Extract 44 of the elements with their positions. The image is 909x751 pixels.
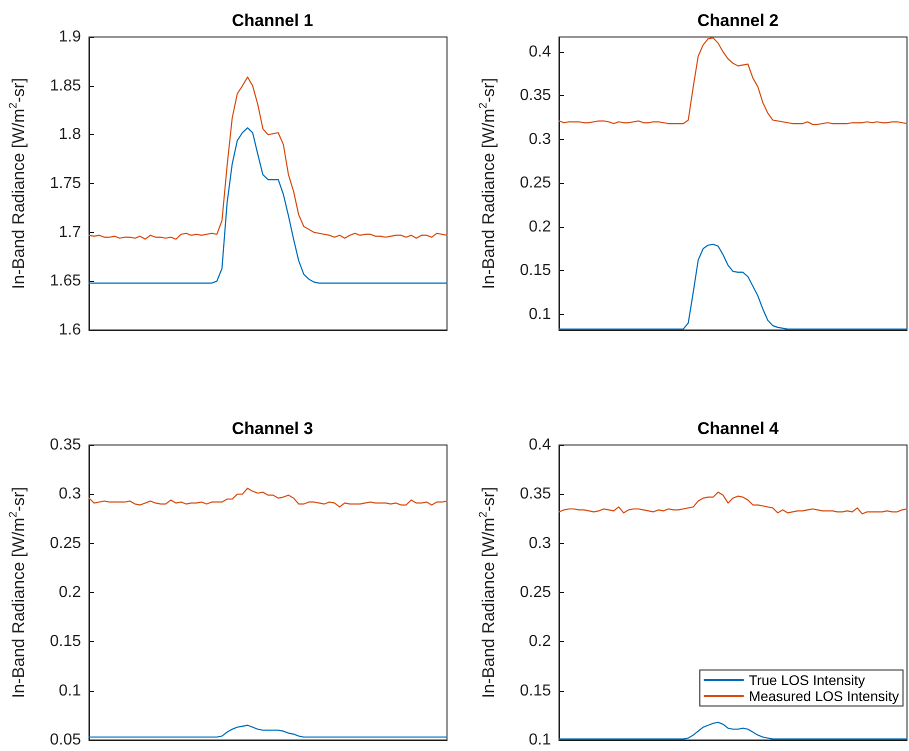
chart-title: Channel 2 (697, 11, 779, 30)
y-tick-label: 1.85 (50, 77, 82, 94)
y-tick-label: 1.75 (50, 175, 82, 192)
y-tick-label: 0.2 (528, 218, 552, 236)
y-tick-label: 1.6 (58, 322, 82, 338)
y-tick-label: 0.3 (58, 486, 82, 503)
y-tick-label: 0.1 (528, 306, 552, 323)
y-axis-title: In-Band Radiance [W/m2-sr] (478, 78, 498, 290)
y-tick-label: 1.9 (58, 28, 82, 46)
chart-title: Channel 4 (697, 419, 780, 438)
y-tick-label: 0.15 (520, 262, 552, 280)
y-axis-title: In-Band Radiance [W/m2-sr] (478, 486, 498, 698)
y-tick-label: 0.15 (520, 682, 552, 700)
y-tick-label: 0.2 (528, 633, 552, 650)
line-series (88, 724, 448, 738)
y-tick-label: 0.15 (50, 633, 82, 650)
chart-title: Channel 3 (232, 419, 314, 438)
line-series (558, 492, 908, 514)
y-tick-label: 0.4 (528, 43, 552, 60)
y-tick-label: 0.35 (50, 436, 82, 454)
y-axis-title: In-Band Radiance [W/m2-sr] (8, 486, 28, 698)
y-tick-label: 1.65 (50, 272, 82, 290)
y-tick-label: 0.2 (58, 584, 82, 601)
y-tick-label: 0.3 (528, 534, 552, 552)
y-tick-label: 0.4 (528, 436, 552, 454)
line-series (88, 76, 448, 240)
chart-title: Channel 1 (232, 11, 314, 30)
line-series (558, 37, 908, 126)
y-tick-label: 0.35 (520, 486, 552, 503)
y-axis-title: In-Band Radiance [W/m2-sr] (8, 78, 28, 290)
y-tick-label: 1.8 (58, 126, 82, 144)
line-series (88, 127, 448, 284)
y-tick-label: 0.25 (520, 584, 552, 601)
legend-label: True LOS Intensity (748, 672, 866, 688)
y-tick-label: 1.7 (58, 224, 82, 241)
y-tick-label: 0.25 (520, 174, 552, 192)
y-tick-label: 0.1 (528, 732, 552, 748)
y-tick-label: 0.3 (528, 130, 552, 148)
y-tick-label: 0.25 (50, 534, 82, 552)
legend-label: Measured LOS Intensity (748, 688, 899, 704)
y-tick-label: 0.05 (50, 732, 82, 748)
y-tick-label: 0.1 (58, 682, 82, 700)
line-series (88, 488, 448, 508)
y-tick-label: 0.35 (520, 87, 552, 104)
